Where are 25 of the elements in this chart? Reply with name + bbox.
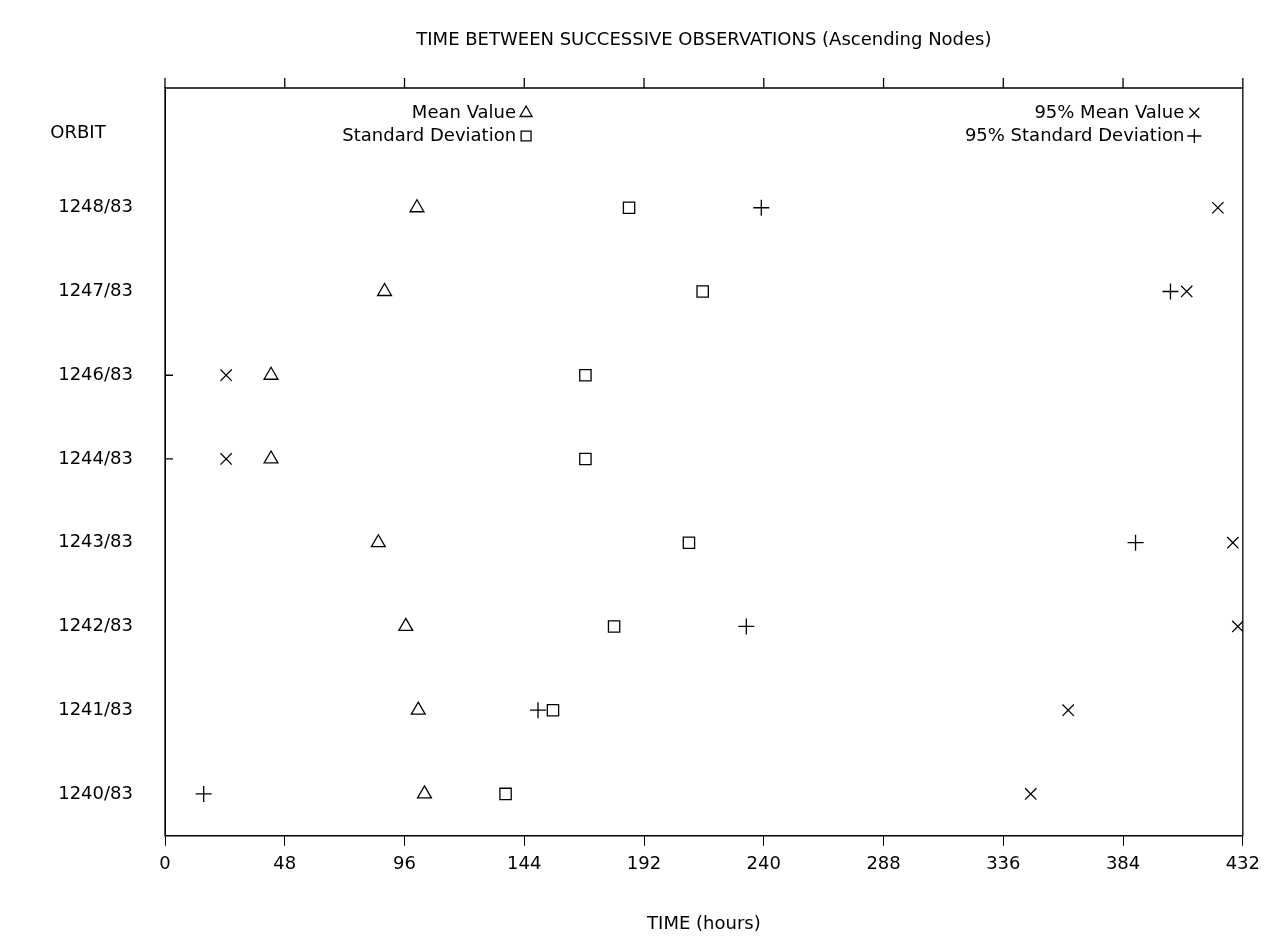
- y-tick-label: 1240/83: [58, 781, 133, 803]
- x-tick-label: 144: [507, 852, 542, 874]
- x-tick-label: 336: [986, 852, 1021, 874]
- y-tick-label: 1247/83: [58, 279, 133, 301]
- y-tick-label: 1241/83: [58, 697, 133, 719]
- y-tick-label: 1248/83: [58, 195, 133, 217]
- chart-title: TIME BETWEEN SUCCESSIVE OBSERVATIONS (Ascending Nodes): [415, 27, 992, 49]
- y-tick-label: 1246/83: [58, 362, 133, 384]
- x-tick-label: 240: [746, 852, 781, 874]
- legend-label: 95% Standard Deviation: [964, 123, 1185, 145]
- x-tick-label: 432: [1225, 852, 1260, 874]
- y-tick-label: 1244/83: [58, 446, 133, 468]
- x-tick-label: 288: [866, 852, 901, 874]
- y-tick-label: 1242/83: [58, 614, 133, 636]
- legend-label: 95% Mean Value: [1034, 100, 1185, 122]
- x-tick-label: 384: [1105, 852, 1141, 874]
- x-tick-label: 0: [159, 852, 171, 874]
- legend-label: Standard Deviation: [342, 123, 517, 145]
- x-tick-label: 96: [393, 852, 416, 874]
- y-axis-title: ORBIT: [50, 120, 107, 142]
- x-axis-title: TIME (hours): [646, 911, 761, 933]
- legend-label: Mean Value: [411, 100, 517, 122]
- x-tick-label: 192: [626, 852, 662, 874]
- x-tick-label: 48: [273, 852, 297, 874]
- y-tick-label: 1243/83: [58, 530, 133, 552]
